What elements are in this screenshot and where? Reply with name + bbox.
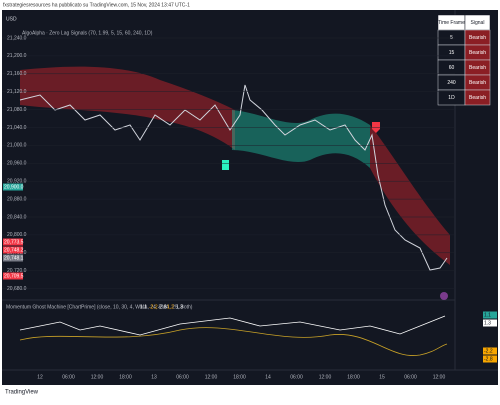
price-label: 21,200.0 [7,53,27,59]
time-label: 06:00 [404,374,417,380]
bearish-band [370,125,450,265]
time-label: 12 [37,374,43,380]
price-label: 21,240.0 [7,35,27,41]
publisher: fxstrategiesresources ha pubblicato su T… [3,2,190,8]
signal-table: Time FrameSignal5Bearish15Bearish60Beari… [437,14,491,106]
price-label: 20,920.0 [7,179,27,185]
table-header: Time Frame [438,20,465,26]
price-tag [3,254,23,262]
table-header: Signal [471,20,485,26]
price-label: 21,160.0 [7,71,27,77]
time-label: 06:00 [176,374,189,380]
time-label: 13 [151,374,157,380]
oscillator-reading: 1.2 [167,304,174,310]
time-label: 15 [379,374,385,380]
price-label: 21,080.0 [7,107,27,113]
price-tag [3,238,23,246]
oscillator-tag-text: 1.1 [484,312,491,318]
table-cell [464,89,491,106]
price-label: 20,840.0 [7,214,27,220]
price-tag-text: 20,900.0 [4,184,24,190]
time-label: 18:00 [347,374,360,380]
price-label: 20,680.0 [7,286,27,292]
time-label: 12:00 [319,374,332,380]
oscillator-reading: 1.1 [140,304,147,310]
bearish-band [20,66,235,150]
event-marker [440,292,448,300]
table-cell-text: Bearish [469,95,486,101]
price-tag [3,272,23,280]
time-label: 06:00 [62,374,75,380]
price-label: 21,000.0 [7,143,27,149]
time-label: 12:00 [91,374,104,380]
oscillator-tag-text: 1.3 [484,320,491,326]
time-label: 14 [265,374,271,380]
oscillator-tag-text: -2.2 [484,348,493,354]
table-cell-text: Bearish [469,80,486,86]
price-tag-text: 20,748.2 [4,247,24,253]
table-cell-text: Bearish [469,65,486,71]
price-label: 20,800.0 [7,232,27,238]
price-tag [3,183,23,191]
oscillator-tag [483,319,497,327]
buy-signal [222,160,229,170]
oscillator-tag [483,355,497,363]
price-label: 20,720.0 [7,268,27,274]
table-cell-text: 15 [449,50,455,56]
time-label: 18:00 [119,374,132,380]
table-cell-text: 60 [449,65,455,71]
table-cell-text: Bearish [469,35,486,41]
oscillator-line [19,315,446,336]
price-tag-text: 20,748.1 [4,255,24,261]
time-label: 12:00 [205,374,218,380]
oscillator-reading: 1.3 [176,304,183,310]
table-cell-text: 1D [448,95,455,101]
price-label: 21,040.0 [7,125,27,131]
oscillator-legend: Momentum Ghost Machine [ChartPrime] (clo… [6,304,193,310]
price-label: 20,880.0 [7,196,27,202]
table-cell-text: Bearish [469,50,486,56]
table-cell-text: 240 [447,80,456,86]
price-tag [3,246,23,254]
time-label: 12:00 [433,374,446,380]
oscillator-tag-text: -2.8 [484,356,493,362]
oscillator-reading: -2.2 [149,304,158,310]
footer-logo: TradingView [5,390,39,396]
price-label: 20,960.0 [7,161,27,167]
symbol: USD [6,16,17,22]
indicator-legend: AlgoAlpha · Zero Lag Signals (70, 1.99, … [22,30,153,36]
oscillator-tag [483,347,497,355]
oscillator-tag [483,311,497,319]
price-tag-text: 20,709.5 [4,273,24,279]
time-label: 18:00 [233,374,246,380]
price-tag-text: 20,773.5 [4,239,24,245]
price-label: 21,120.0 [7,89,27,95]
time-label: 06:00 [290,374,303,380]
oscillator-reading: -2.8 [158,304,167,310]
signal-line [19,327,448,356]
bullish-band [232,110,370,168]
